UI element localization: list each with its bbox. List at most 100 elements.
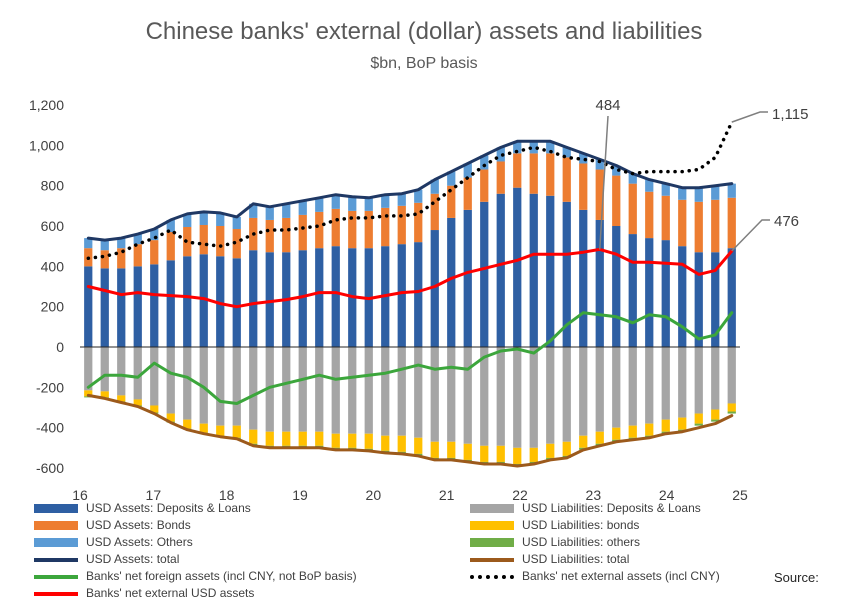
bar: [711, 409, 720, 420]
y-tick-label: -400: [36, 420, 64, 436]
bar: [232, 425, 241, 438]
bar: [529, 193, 538, 347]
bar: [117, 268, 126, 347]
bar: [199, 347, 208, 424]
bar: [645, 347, 654, 424]
bar: [133, 234, 142, 245]
bar: [694, 252, 703, 347]
bar: [463, 443, 472, 460]
bar: [562, 201, 571, 347]
bar: [612, 165, 621, 176]
bar: [216, 212, 225, 226]
bar: [480, 445, 489, 462]
bar: [447, 347, 456, 442]
x-tick-label: 19: [292, 487, 308, 503]
bar: [100, 391, 109, 398]
bar: [166, 260, 175, 347]
bar: [546, 141, 555, 154]
bar: [463, 177, 472, 210]
bar: [249, 429, 258, 444]
bar: [232, 229, 241, 259]
series-line: [86, 247, 734, 309]
bar: [150, 264, 159, 347]
bar: [447, 185, 456, 218]
bar: [579, 163, 588, 210]
bar: [282, 431, 291, 446]
bar: [315, 248, 324, 347]
x-tick-label: 16: [72, 487, 88, 503]
bar: [430, 230, 439, 347]
bar: [595, 159, 604, 170]
bar: [661, 240, 670, 347]
bar: [100, 250, 109, 269]
x-tick-label: 21: [439, 487, 455, 503]
bar: [694, 187, 703, 202]
bar: [100, 240, 109, 251]
bar: [348, 433, 357, 448]
bar: [414, 437, 423, 454]
y-tick-label: 600: [41, 218, 65, 234]
x-tick-label: 24: [659, 487, 675, 503]
bar: [595, 169, 604, 220]
bar: [628, 183, 637, 235]
annotation-label: 1,115: [772, 106, 808, 123]
bar: [298, 431, 307, 446]
bar: [513, 347, 522, 448]
bar: [331, 194, 340, 209]
bar: [678, 347, 687, 418]
bar: [546, 443, 555, 458]
bar: [348, 196, 357, 211]
bar: [216, 347, 225, 426]
y-tick-label: 1,000: [29, 137, 64, 153]
bar: [298, 214, 307, 251]
bar: [265, 206, 274, 220]
bar: [364, 210, 373, 249]
bar: [678, 199, 687, 247]
bar: [496, 445, 505, 462]
y-tick-label: 800: [41, 178, 65, 194]
bar: [381, 435, 390, 451]
bar: [430, 193, 439, 231]
bar: [298, 347, 307, 432]
bar: [711, 347, 720, 410]
bar: [678, 246, 687, 347]
bar: [265, 347, 274, 432]
bar: [628, 425, 637, 438]
bar: [529, 141, 538, 154]
bar: [381, 347, 390, 436]
annotation-label: 476: [774, 213, 799, 230]
bar: [199, 224, 208, 255]
bar: [183, 256, 192, 347]
bar: [150, 347, 159, 406]
series-line: [86, 393, 734, 468]
bar: [381, 207, 390, 247]
bar: [645, 238, 654, 347]
bar: [150, 240, 159, 265]
bar: [496, 147, 505, 162]
bar: [216, 226, 225, 257]
bar: [414, 189, 423, 203]
bar: [117, 395, 126, 402]
bar: [364, 433, 373, 449]
bar: [711, 419, 720, 422]
bar: [661, 183, 670, 196]
bar: [414, 347, 423, 438]
bar: [612, 226, 621, 347]
bar: [331, 208, 340, 247]
x-tick-label: 25: [732, 487, 748, 503]
bar: [562, 441, 571, 456]
bar: [397, 205, 406, 245]
bar: [480, 169, 489, 202]
x-tick-label: 18: [219, 487, 235, 503]
chart-title: Chinese banks' external (dollar) assets …: [145, 18, 703, 45]
bar: [447, 217, 456, 347]
bar: [628, 234, 637, 347]
bar: [249, 203, 258, 218]
bar: [315, 347, 324, 432]
bar: [727, 347, 736, 404]
annotation-leader: [731, 219, 770, 252]
bar: [447, 171, 456, 186]
bar: [513, 447, 522, 464]
bar: [727, 403, 736, 412]
bar: [595, 347, 604, 432]
